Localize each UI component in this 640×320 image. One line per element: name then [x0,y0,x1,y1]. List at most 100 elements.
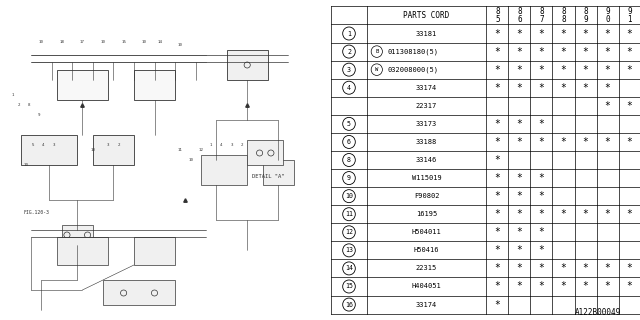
Text: 9
1: 9 1 [627,7,632,24]
Text: *: * [495,173,500,183]
Text: *: * [605,65,611,75]
Text: H504011: H504011 [412,229,442,235]
Text: 10: 10 [345,193,353,199]
Text: 10: 10 [90,148,95,152]
Text: W: W [375,67,378,72]
Text: 11: 11 [345,211,353,217]
Text: 33146: 33146 [416,157,437,163]
Text: *: * [605,101,611,111]
Text: *: * [561,28,566,38]
Text: 33174: 33174 [416,301,437,308]
Text: *: * [627,137,632,147]
Text: *: * [561,263,566,273]
Text: *: * [495,47,500,57]
Text: *: * [605,209,611,219]
Text: *: * [605,137,611,147]
Text: *: * [538,227,545,237]
Text: A122B00049: A122B00049 [575,308,621,317]
Text: 33188: 33188 [416,139,437,145]
Text: *: * [561,47,566,57]
Text: *: * [538,65,545,75]
Text: 18: 18 [60,40,64,44]
Bar [103,280,175,305]
Text: 8
5: 8 5 [495,7,500,24]
Text: *: * [605,28,611,38]
Text: 4: 4 [42,143,45,147]
Text: *: * [495,137,500,147]
Text: *: * [538,173,545,183]
Text: *: * [538,209,545,219]
Text: *: * [516,209,522,219]
Text: *: * [516,245,522,255]
Bar [57,237,108,265]
Text: 1: 1 [210,143,212,147]
Text: *: * [561,282,566,292]
Text: *: * [538,282,545,292]
Text: *: * [516,137,522,147]
Text: 22315: 22315 [416,265,437,271]
Text: *: * [582,282,588,292]
Text: 11: 11 [178,148,183,152]
Text: *: * [495,65,500,75]
Bar [227,50,268,80]
Text: 011308180(5): 011308180(5) [387,48,438,55]
Text: 16: 16 [345,301,353,308]
Text: *: * [538,137,545,147]
Text: *: * [582,209,588,219]
Bar [201,155,247,185]
Text: 8: 8 [28,103,30,107]
Text: *: * [495,155,500,165]
Text: *: * [495,83,500,93]
Text: *: * [495,300,500,309]
Bar [134,237,175,265]
Text: *: * [495,28,500,38]
Text: 10: 10 [38,40,44,44]
Text: *: * [627,47,632,57]
Text: 9: 9 [38,113,40,117]
Text: *: * [495,263,500,273]
Text: *: * [516,28,522,38]
Text: *: * [605,83,611,93]
Text: *: * [538,83,545,93]
Text: *: * [516,119,522,129]
Bar [57,70,108,100]
Text: *: * [538,119,545,129]
Text: 8
8: 8 8 [561,7,566,24]
Text: *: * [582,137,588,147]
Text: *: * [538,263,545,273]
Text: 8
9: 8 9 [583,7,588,24]
Text: *: * [627,65,632,75]
Text: 8
6: 8 6 [517,7,522,24]
Text: 1: 1 [11,93,13,97]
Bar [134,70,175,100]
Text: *: * [495,209,500,219]
Text: 15: 15 [121,40,126,44]
Bar [20,135,77,165]
Text: *: * [561,83,566,93]
Text: *: * [538,28,545,38]
Bar [93,135,134,165]
Text: *: * [582,263,588,273]
Text: 2: 2 [117,143,120,147]
Text: *: * [627,263,632,273]
Text: 3: 3 [52,143,55,147]
Text: *: * [538,245,545,255]
Text: 10: 10 [100,40,106,44]
Text: *: * [495,282,500,292]
Text: *: * [561,137,566,147]
Text: DETAIL "A": DETAIL "A" [252,174,284,180]
Text: 22317: 22317 [416,103,437,109]
Text: 33173: 33173 [416,121,437,127]
Text: PARTS CORD: PARTS CORD [403,11,450,20]
Text: *: * [561,209,566,219]
Bar [62,225,93,245]
Text: 3: 3 [107,143,109,147]
Text: *: * [627,282,632,292]
Text: 8
7: 8 7 [539,7,544,24]
Text: 14: 14 [345,265,353,271]
Text: *: * [605,263,611,273]
Text: 5: 5 [347,121,351,127]
Text: *: * [538,191,545,201]
Text: F90802: F90802 [414,193,439,199]
Text: H50416: H50416 [414,247,439,253]
